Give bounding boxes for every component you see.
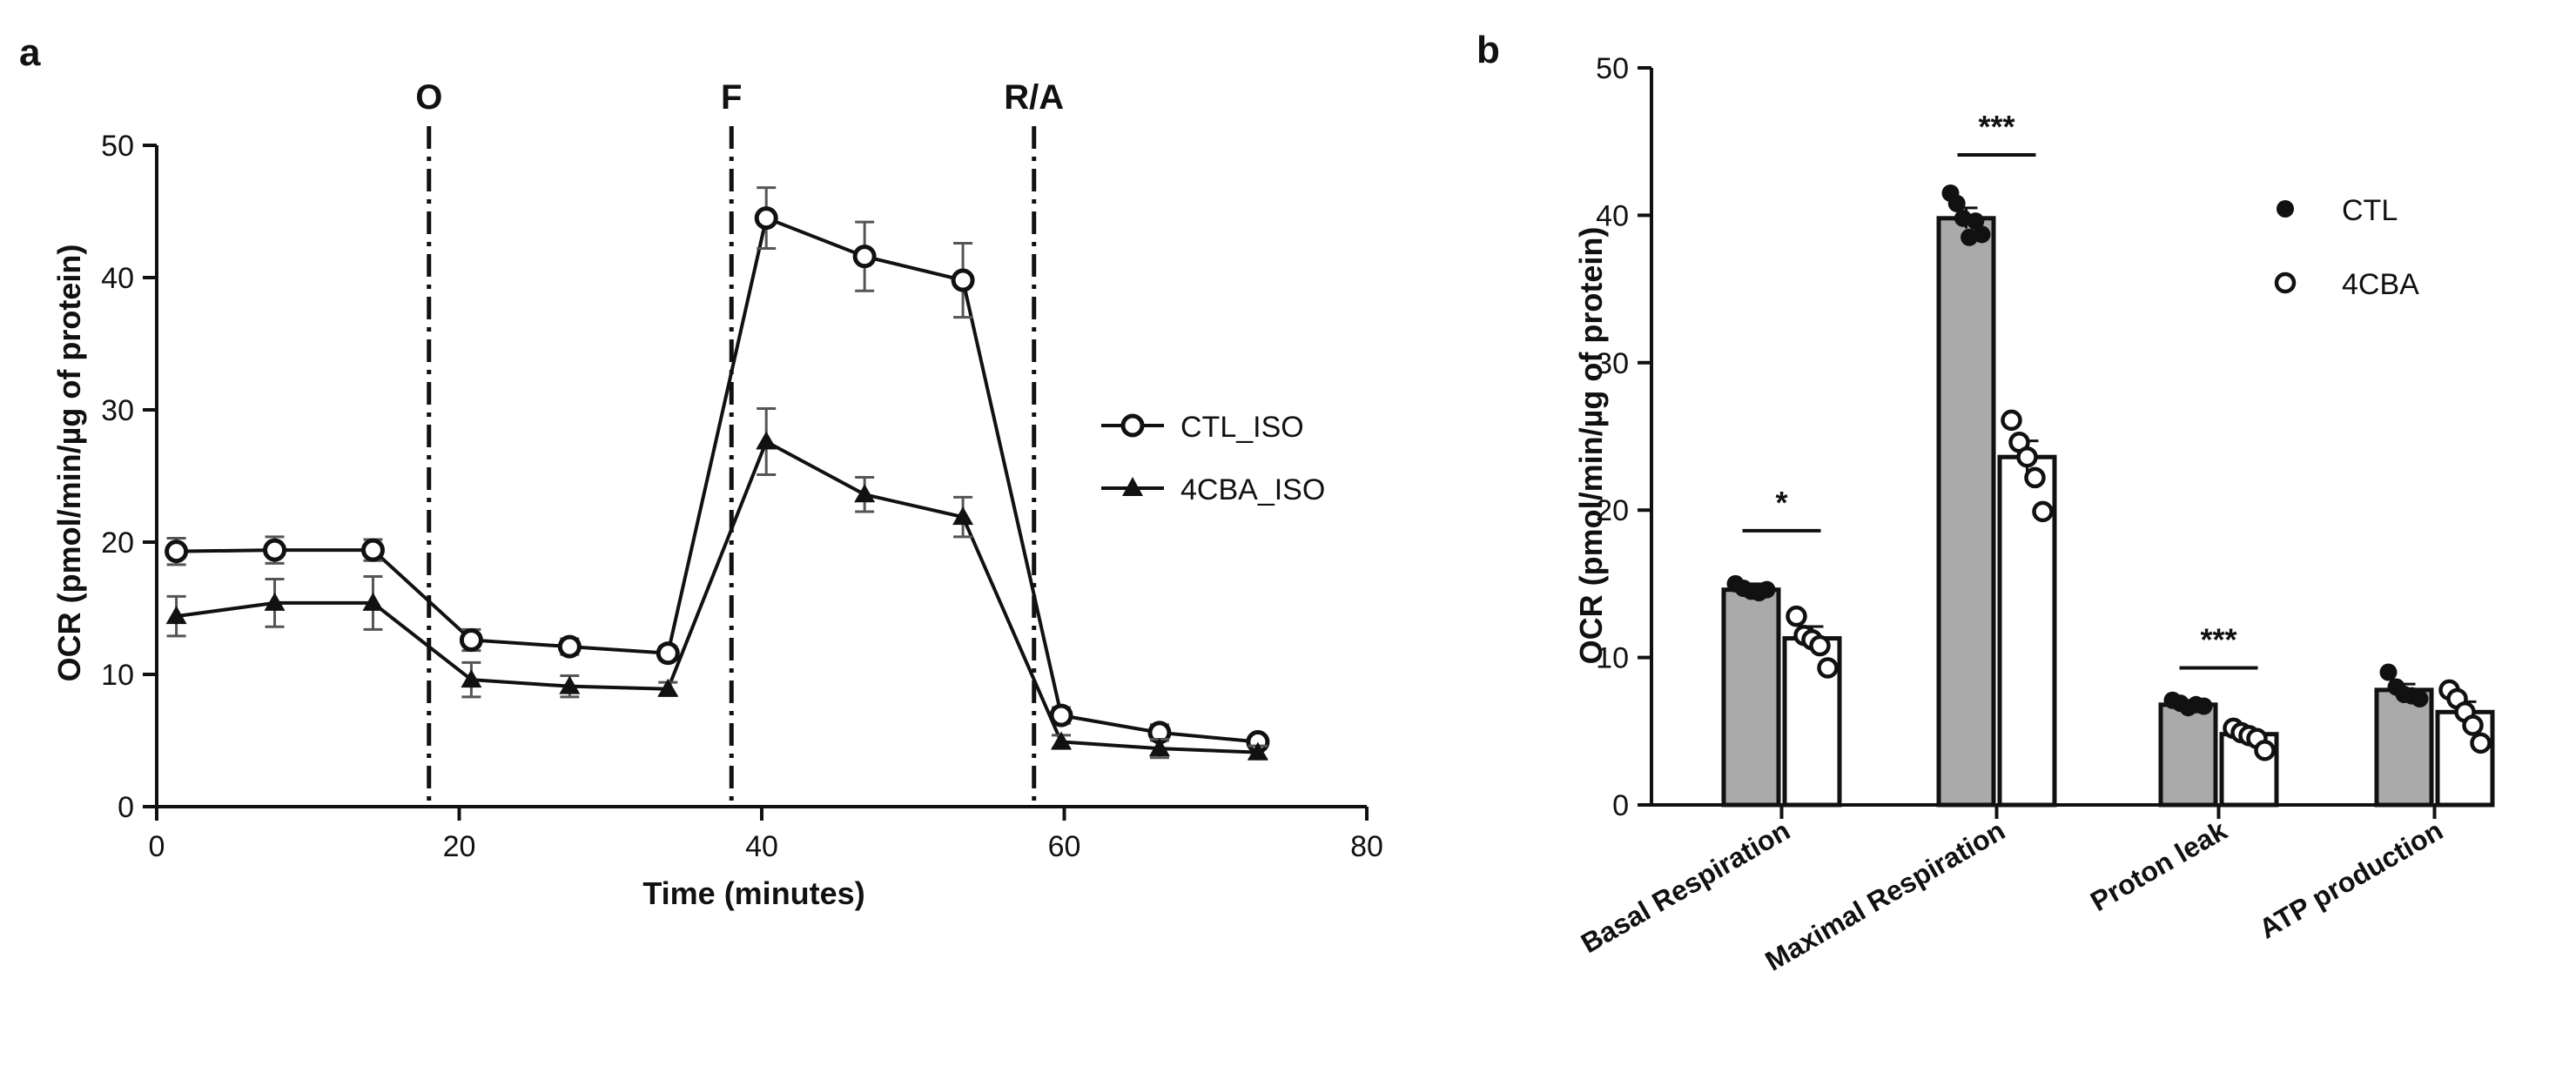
- data-point: [2379, 663, 2398, 681]
- data-point: [754, 206, 778, 231]
- data-point: [1967, 212, 1985, 231]
- data-point: [557, 634, 582, 659]
- data-point: [2462, 714, 2484, 736]
- legend-filled-circle-icon: [2277, 200, 2294, 218]
- data-point: [656, 641, 680, 666]
- x-category-label: Proton leak: [2085, 814, 2232, 917]
- significance-label: ***: [2200, 621, 2236, 657]
- panel-a-y-axis-title: OCR (pmol/min/µg of protein): [51, 245, 87, 682]
- data-point: [852, 245, 877, 269]
- data-point: [1247, 741, 1268, 761]
- legend-label-4cba: 4CBA: [2342, 268, 2419, 301]
- legend-label-ctl: CTL: [2342, 194, 2398, 227]
- x-category-label: Basal Respiration: [1576, 814, 1795, 959]
- data-point: [2195, 697, 2213, 715]
- panel-b-label: b: [1476, 29, 1500, 71]
- significance-label: *: [1775, 485, 1787, 520]
- bar-ctl: [1936, 216, 1996, 808]
- data-point: [263, 538, 287, 562]
- data-point: [2024, 466, 2046, 489]
- y-tick-label: 10: [101, 659, 134, 692]
- x-tick-label: 80: [1350, 830, 1383, 863]
- data-point: [1786, 605, 1807, 627]
- x-category-label: ATP production: [2254, 814, 2448, 945]
- bar-4cba: [1997, 454, 2057, 808]
- data-point: [951, 268, 975, 292]
- series-line-ctl_iso: [176, 215, 1259, 744]
- data-point: [1809, 634, 1831, 657]
- bar-ctl: [1721, 587, 1781, 808]
- data-point: [1973, 225, 1991, 244]
- x-category-label: Maximal Respiration: [1759, 814, 2010, 977]
- y-tick-label: 20: [1596, 494, 1629, 527]
- y-tick-label: 20: [101, 526, 134, 560]
- panel-a-axes: 0 10 20 30 40 50 0 20 40 60 80 O F R/A: [101, 78, 1383, 863]
- data-point: [2032, 500, 2054, 523]
- x-tick-label: 20: [443, 830, 476, 863]
- bar-ctl: [2158, 702, 2218, 808]
- y-tick-label: 30: [1596, 347, 1629, 380]
- x-tick-label: 0: [149, 830, 165, 863]
- data-point: [459, 627, 483, 652]
- panel-b-y-axis-title: OCR (pmol/min/µg of protein): [1573, 227, 1609, 665]
- data-point: [952, 506, 974, 526]
- data-point: [1817, 657, 1839, 679]
- data-point: [2470, 732, 2492, 754]
- data-point: [559, 675, 581, 694]
- legend-label-4cba-iso: 4CBA_ISO: [1180, 473, 1325, 506]
- data-point: [264, 592, 286, 611]
- injection-label: R/A: [1004, 78, 1064, 117]
- data-point: [657, 678, 679, 697]
- data-point: [1947, 194, 1966, 212]
- y-tick-label: 0: [1612, 789, 1629, 822]
- y-tick-label: 50: [1596, 52, 1629, 85]
- y-tick-label: 40: [101, 262, 134, 295]
- x-tick-label: 60: [1048, 830, 1081, 863]
- data-point: [461, 669, 482, 688]
- injection-label: O: [415, 78, 442, 117]
- data-point: [2016, 446, 2038, 468]
- data-point: [165, 540, 189, 564]
- data-point: [1758, 580, 1776, 599]
- data-point: [1051, 731, 1073, 750]
- x-tick-label: 40: [745, 830, 778, 863]
- y-tick-label: 10: [1596, 642, 1629, 675]
- legend-open-circle-icon: [1120, 413, 1145, 438]
- data-point: [165, 606, 187, 625]
- injection-label: F: [721, 78, 742, 117]
- panel-a-legend: CTL_ISO 4CBA_ISO: [1101, 411, 1325, 506]
- data-point: [1148, 738, 1170, 757]
- legend-open-circle-icon: [2274, 272, 2297, 294]
- panel-a-marks: [165, 186, 1270, 761]
- data-point: [2001, 409, 2022, 432]
- y-tick-label: 0: [118, 791, 134, 824]
- y-tick-label: 30: [101, 394, 134, 427]
- panel-a-x-axis-title: Time (minutes): [642, 875, 864, 911]
- data-point: [2254, 740, 2276, 761]
- data-point: [360, 538, 385, 562]
- panel-a-line-chart: a 0 10 20 30 40 50 0 20 40 60 80 O F R/A Time (minute…: [19, 31, 1383, 911]
- data-point: [2411, 690, 2429, 708]
- legend-filled-triangle-icon: [1122, 477, 1143, 496]
- significance-label: ***: [1978, 109, 2014, 144]
- y-tick-label: 40: [1596, 199, 1629, 232]
- data-point: [854, 484, 876, 503]
- panel-a-label: a: [19, 31, 41, 74]
- data-point: [756, 431, 777, 450]
- panel-b-legend: CTL 4CBA: [2274, 194, 2419, 301]
- data-point: [1049, 703, 1073, 727]
- series-line-4cba_iso: [176, 439, 1258, 754]
- data-point: [362, 592, 384, 611]
- bar-ctl: [2374, 687, 2434, 808]
- legend-label-ctl-iso: CTL_ISO: [1180, 411, 1304, 444]
- panel-b-marks: *******: [1721, 109, 2495, 808]
- y-tick-label: 50: [101, 130, 134, 163]
